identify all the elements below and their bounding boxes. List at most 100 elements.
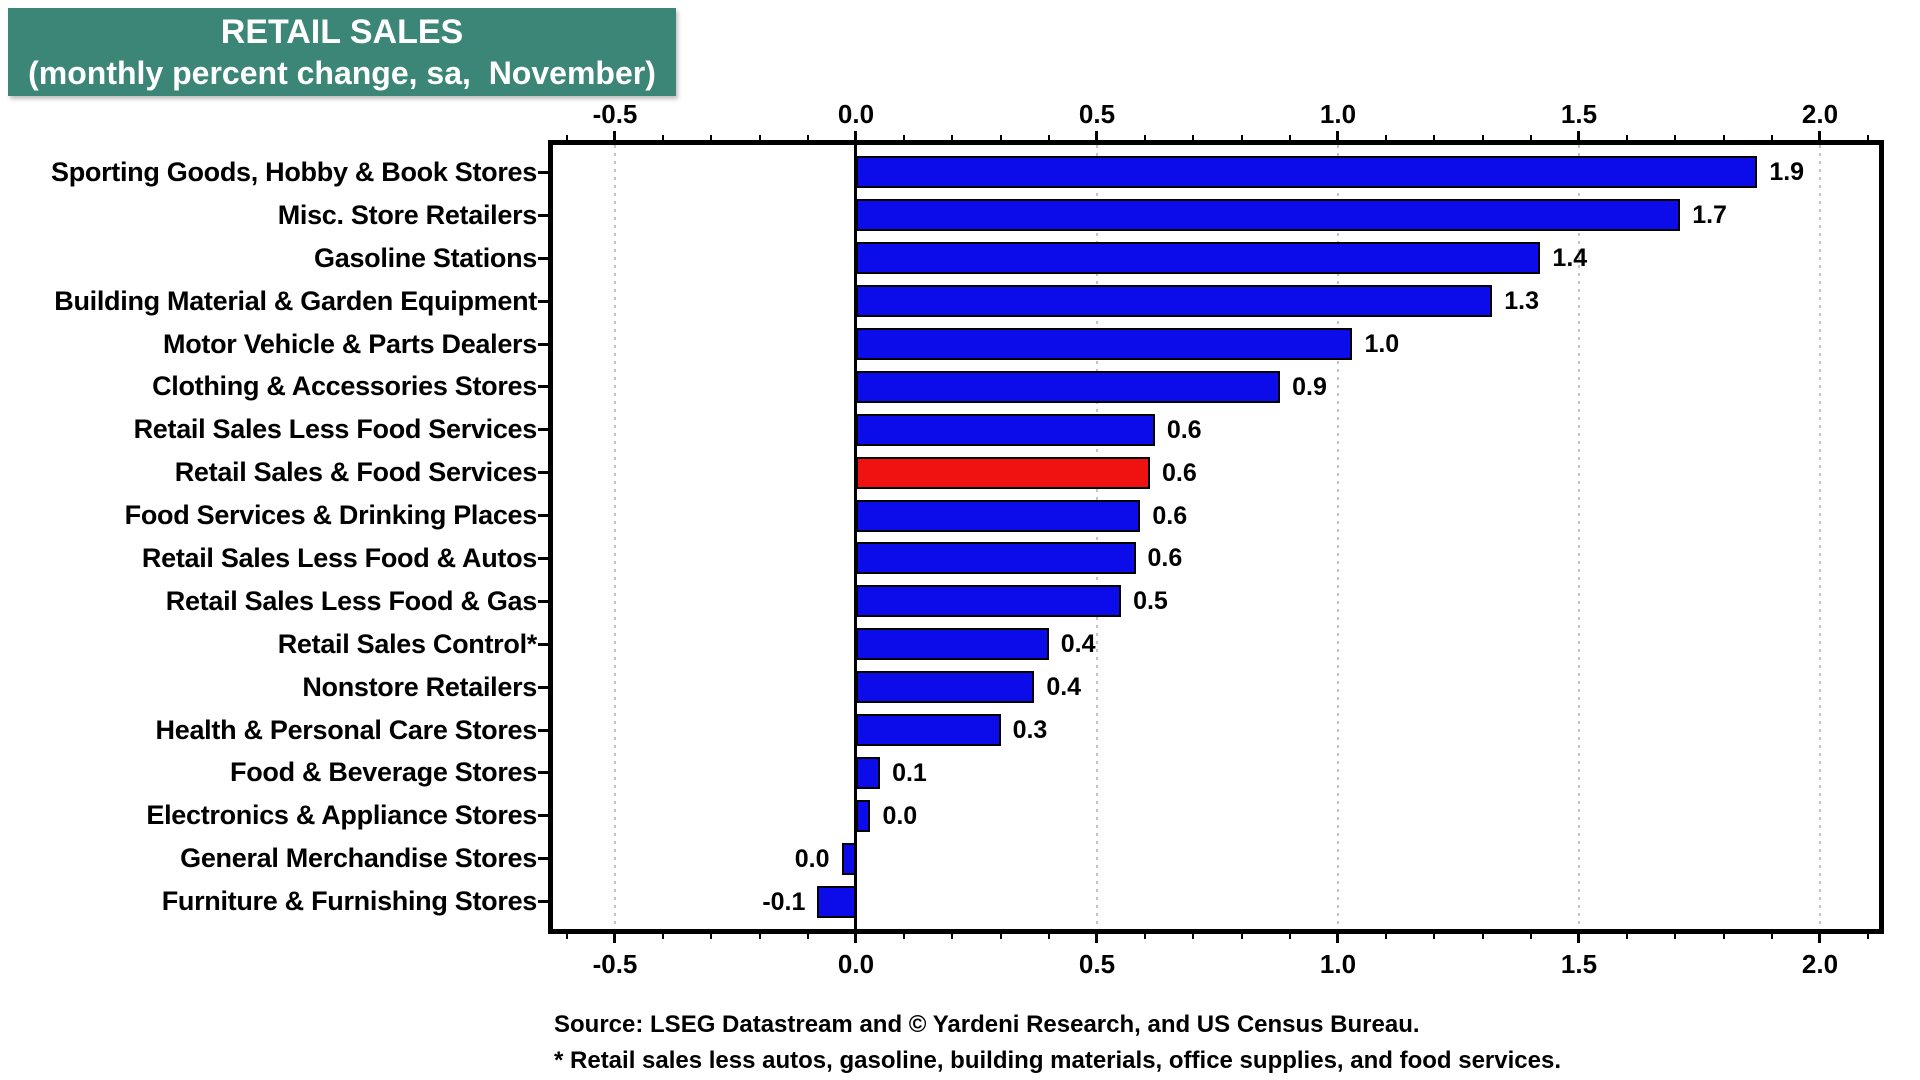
x-minor-tick-bottom: [1722, 934, 1725, 939]
value-label: 0.9: [1292, 372, 1327, 401]
x-minor-tick-top: [758, 135, 761, 140]
x-major-tick-top: [854, 131, 858, 140]
row-tick: [538, 642, 548, 646]
x-major-tick-bottom: [613, 934, 617, 943]
category-label: Misc. Store Retailers: [277, 199, 538, 230]
x-minor-tick-bottom: [1626, 934, 1629, 939]
value-label: 0.1: [892, 758, 927, 787]
x-minor-tick-bottom: [662, 934, 665, 939]
gridline: [1095, 145, 1098, 929]
value-label: 0.5: [1133, 587, 1168, 616]
bar: [841, 842, 856, 875]
x-minor-tick-bottom: [951, 934, 954, 939]
bar: [855, 799, 871, 832]
x-minor-tick-top: [710, 135, 713, 140]
value-label: 0.6: [1166, 415, 1202, 444]
x-minor-tick-top: [662, 135, 665, 140]
chart-title-box: RETAIL SALES (monthly percent change, sa…: [8, 8, 676, 96]
x-minor-tick-top: [1722, 135, 1725, 140]
category-label: Electronics & Appliance Stores: [146, 800, 537, 831]
x-minor-tick-bottom: [1674, 934, 1677, 939]
bar: [855, 671, 1035, 704]
gridline: [1336, 145, 1339, 929]
category-label: Retail Sales Less Food Services: [133, 414, 538, 445]
value-label: 1.9: [1769, 158, 1805, 187]
x-minor-tick-bottom: [1192, 934, 1195, 939]
category-label: Food & Beverage Stores: [230, 757, 537, 788]
value-label: 0.6: [1162, 458, 1197, 487]
row-tick: [538, 556, 548, 560]
zero-line: [854, 145, 858, 929]
value-label: 1.7: [1692, 201, 1727, 230]
category-label: Retail Sales & Food Services: [174, 457, 538, 488]
x-major-tick-top: [1336, 131, 1340, 140]
x-minor-tick-top: [1481, 135, 1484, 140]
row-tick: [538, 471, 548, 475]
bar: [855, 499, 1141, 532]
value-label: 0.6: [1147, 544, 1183, 573]
value-label: 0.3: [1012, 716, 1048, 744]
x-minor-tick-bottom: [806, 934, 809, 939]
bar: [855, 714, 1001, 746]
x-tick-label-top: 0.5: [1078, 99, 1116, 129]
category-label: Clothing & Accessories Stores: [152, 371, 537, 402]
value-label: 1.0: [1364, 330, 1400, 358]
row-tick: [538, 900, 548, 904]
row-tick: [538, 514, 548, 518]
x-minor-tick-bottom: [999, 934, 1002, 939]
value-label: 0.4: [1046, 673, 1082, 702]
gridline: [1818, 145, 1821, 929]
x-minor-tick-bottom: [1240, 934, 1243, 939]
bar: [855, 585, 1122, 618]
value-label: 0.0: [882, 801, 918, 830]
x-minor-tick-top: [1192, 135, 1195, 140]
x-tick-label-bottom: 1.0: [1319, 949, 1357, 979]
x-major-tick-bottom: [1095, 934, 1099, 943]
x-minor-tick-bottom: [710, 934, 713, 939]
x-tick-label-bottom: 1.5: [1560, 949, 1598, 979]
bar: [817, 885, 856, 918]
bar: [855, 628, 1049, 661]
x-major-tick-bottom: [1577, 934, 1581, 943]
bar: [855, 456, 1150, 489]
x-minor-tick-bottom: [1529, 934, 1532, 939]
value-label: 1.3: [1504, 287, 1539, 316]
x-minor-tick-top: [1385, 135, 1388, 140]
category-label: General Merchandise Stores: [180, 843, 537, 874]
x-minor-tick-bottom: [903, 934, 906, 939]
x-minor-tick-top: [951, 135, 954, 140]
footnote: * Retail sales less autos, gasoline, bui…: [554, 1047, 1561, 1074]
x-minor-tick-bottom: [1770, 934, 1773, 939]
source-note: Source: LSEG Datastream and © Yardeni Re…: [554, 1011, 1420, 1038]
bar: [855, 413, 1155, 446]
bar: [855, 542, 1136, 575]
x-minor-tick-top: [1626, 135, 1629, 140]
x-minor-tick-top: [903, 135, 906, 140]
chart-title: RETAIL SALES: [220, 13, 464, 51]
x-minor-tick-bottom: [565, 934, 568, 939]
x-minor-tick-top: [1433, 135, 1436, 140]
row-tick: [538, 428, 548, 432]
bar: [855, 756, 881, 789]
row-tick: [538, 342, 548, 346]
category-label: Furniture & Furnishing Stores: [161, 886, 538, 917]
x-tick-label-bottom: -0.5: [592, 949, 638, 979]
x-minor-tick-bottom: [1288, 934, 1291, 939]
chart-subtitle: (monthly percent change, sa, November): [28, 55, 656, 91]
x-major-tick-top: [613, 131, 617, 140]
row-tick: [538, 599, 548, 603]
x-major-tick-bottom: [854, 934, 858, 943]
x-minor-tick-top: [565, 135, 568, 140]
row-tick: [538, 685, 548, 689]
category-label: Retail Sales Less Food & Gas: [165, 585, 538, 616]
gridline: [1577, 145, 1580, 929]
x-tick-label-top: 0.0: [837, 99, 875, 129]
row-tick: [538, 728, 548, 732]
category-label: Sporting Goods, Hobby & Book Stores: [50, 157, 537, 187]
gridline: [613, 145, 616, 929]
x-minor-tick-top: [1770, 135, 1773, 140]
x-major-tick-bottom: [1818, 934, 1822, 943]
x-minor-tick-bottom: [1144, 934, 1147, 939]
x-minor-tick-top: [1144, 135, 1147, 140]
x-tick-label-bottom: 0.5: [1078, 949, 1116, 979]
